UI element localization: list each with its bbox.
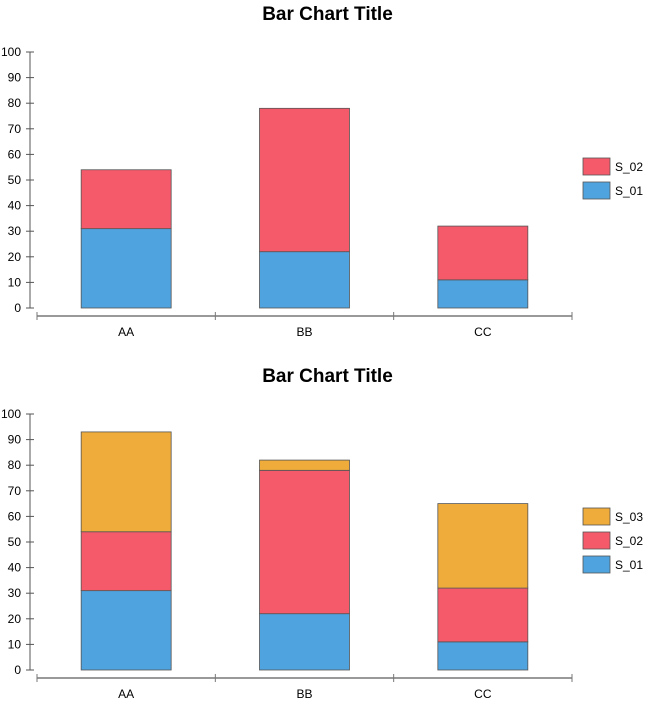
y-tick-label: 40 <box>8 199 22 213</box>
legend-label-s_01: S_01 <box>615 184 643 198</box>
chart-title: Bar Chart Title <box>262 366 393 387</box>
legend-swatch-s_02 <box>582 531 611 550</box>
bar-segment-s_03-bb <box>259 459 350 471</box>
x-tick-label: AA <box>118 687 134 701</box>
bar-segment-s_03-cc <box>437 503 529 589</box>
y-tick-label: 10 <box>8 275 22 289</box>
bar-segment-s_01-cc <box>437 279 529 309</box>
legend-swatch-s_01 <box>582 181 611 200</box>
bar-segment-s_01-aa <box>80 228 172 309</box>
bar-segment-s_02-aa <box>80 169 172 230</box>
bar-segment-s_02-bb <box>259 469 350 615</box>
y-tick-label: 40 <box>8 561 22 575</box>
chart-title: Bar Chart Title <box>262 4 393 25</box>
bar-segment-s_02-aa <box>80 531 172 592</box>
legend-label-s_02: S_02 <box>615 160 643 174</box>
y-tick-label: 50 <box>8 173 22 187</box>
bar-segment-s_01-aa <box>80 590 172 671</box>
bar-chart-2: Bar Chart Title 0 10 20 30 40 50 60 70 80 90 100 AA… <box>0 362 655 702</box>
legend-swatch-s_02 <box>582 157 611 176</box>
y-tick-label: 80 <box>8 458 22 472</box>
y-tick-label: 20 <box>8 612 22 626</box>
chart-plot-area-2: 0 10 20 30 40 50 60 70 80 90 100 AA BB CC S_03 S_02 S_01 <box>1 407 643 701</box>
y-tick-label: 70 <box>8 484 22 498</box>
bar-segment-s_01-bb <box>259 251 350 309</box>
y-tick-label: 20 <box>8 250 22 264</box>
y-tick-label: 100 <box>1 45 21 59</box>
x-tick-label: AA <box>118 325 134 339</box>
y-tick-label: 60 <box>8 147 22 161</box>
y-tick-label: 60 <box>8 509 22 523</box>
legend-label-s_02: S_02 <box>615 534 643 548</box>
bar-segment-s_01-bb <box>259 613 350 671</box>
y-tick-label: 90 <box>8 71 22 85</box>
x-tick-label: BB <box>296 325 312 339</box>
bar-segment-s_02-cc <box>437 587 529 643</box>
y-tick-label: 50 <box>8 535 22 549</box>
legend-swatch-s_01 <box>582 555 611 574</box>
y-tick-label: 80 <box>8 96 22 110</box>
y-tick-label: 100 <box>1 407 21 421</box>
y-tick-label: 10 <box>8 637 22 651</box>
legend-label-s_01: S_01 <box>615 558 643 572</box>
chart-plot-area-1: 0 10 20 30 40 50 60 70 80 90 100 AA BB CC S_02 S_01 <box>1 45 643 339</box>
bar-segment-s_02-cc <box>437 225 529 281</box>
y-tick-label: 90 <box>8 433 22 447</box>
legend-label-s_03: S_03 <box>615 510 643 524</box>
bar-segment-s_03-aa <box>80 431 172 533</box>
x-tick-label: BB <box>296 687 312 701</box>
y-tick-label: 0 <box>14 663 21 677</box>
bar-segment-s_02-bb <box>259 107 350 253</box>
bar-chart-1: Bar Chart Title 0 10 20 30 40 50 60 70 80 90 100 AA… <box>0 0 655 350</box>
x-tick-label: CC <box>474 687 492 701</box>
y-tick-label: 0 <box>14 301 21 315</box>
legend-swatch-s_03 <box>582 507 611 526</box>
y-tick-label: 70 <box>8 122 22 136</box>
y-tick-label: 30 <box>8 224 22 238</box>
y-tick-label: 30 <box>8 586 22 600</box>
bar-segment-s_01-cc <box>437 641 529 671</box>
x-tick-label: CC <box>474 325 492 339</box>
